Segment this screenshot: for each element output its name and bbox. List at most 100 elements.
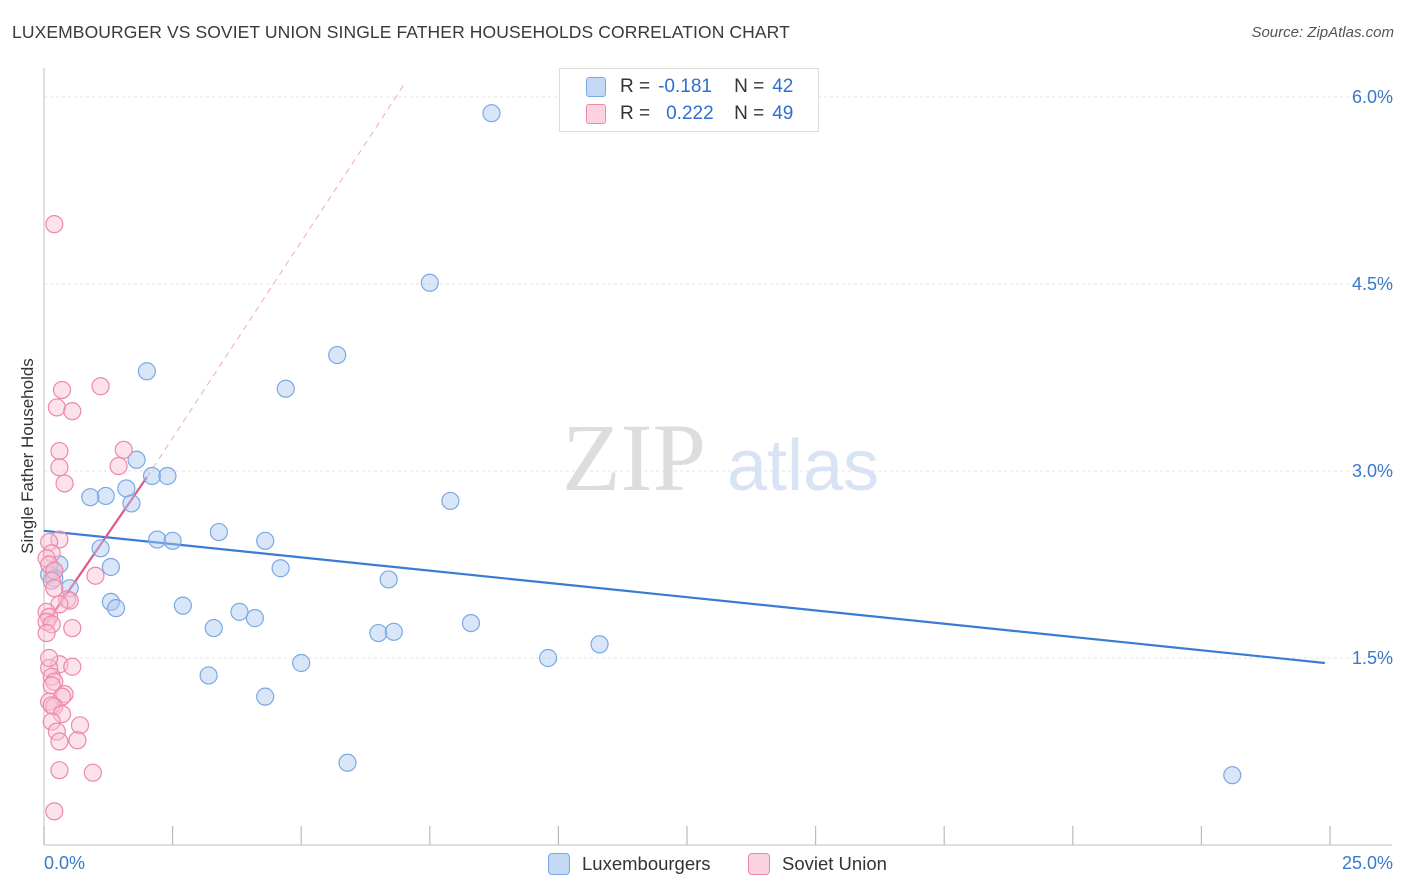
data-point-soviet-union [91, 377, 110, 396]
grid-lines [44, 96, 1392, 659]
data-point-luxembourgers [328, 345, 347, 365]
legend-r-value: -0.181 [658, 76, 712, 97]
data-point-luxembourgers [122, 494, 141, 513]
data-point-soviet-union [86, 566, 105, 585]
bottom-legend-label: Luxembourgers [582, 853, 711, 874]
bottom-legend-luxembourgers: Luxembourgers [548, 851, 711, 877]
data-point-soviet-union [42, 571, 61, 590]
legend-swatch-pink [586, 104, 606, 124]
data-point-soviet-union [109, 456, 128, 476]
data-point-luxembourgers [148, 530, 167, 549]
legend-n-label: N = [734, 103, 765, 124]
data-point-soviet-union [42, 712, 61, 731]
data-point-luxembourgers [482, 104, 501, 123]
bottom-legend-soviet-union: Soviet Union [748, 851, 887, 877]
legend-n-value: 42 [772, 76, 794, 97]
data-point-luxembourgers [81, 488, 100, 507]
bottom-legend-swatch-blue [548, 853, 570, 875]
x-tick-label: 25.0% [1342, 853, 1393, 873]
y-tick-label: 1.5% [1352, 648, 1393, 668]
data-point-soviet-union [52, 704, 72, 724]
legend-n-label: N = [734, 76, 765, 97]
data-point-soviet-union [83, 763, 102, 782]
data-point-luxembourgers [127, 450, 146, 469]
correlation-legend: R = -0.181 N = 42 R = 0.222 N = 49 [559, 68, 819, 132]
watermark-zip: ZIP [562, 404, 706, 511]
legend-r-value: 0.222 [666, 103, 714, 124]
legend-row-soviet-union: R = 0.222 N = 49 [586, 101, 793, 127]
y-tick-label: 3.0% [1352, 461, 1393, 481]
data-point-luxembourgers [142, 466, 162, 486]
data-point-luxembourgers [276, 379, 295, 398]
data-point-luxembourgers [199, 666, 218, 685]
trend-line-luxembourgers [43, 529, 1325, 665]
data-point-soviet-union [60, 591, 79, 610]
data-point-soviet-union [52, 380, 72, 400]
data-point-luxembourgers [369, 623, 388, 643]
axes [43, 68, 1392, 846]
data-point-luxembourgers [60, 579, 79, 598]
trend-lines [43, 84, 1325, 665]
data-point-soviet-union [45, 579, 64, 598]
data-point-soviet-union [40, 648, 59, 668]
data-point-soviet-union [68, 731, 87, 750]
tick-labels: 1.5% 3.0% 4.5% 6.0% 0.0% 25.0% [44, 87, 1393, 873]
legend-swatch-blue [586, 77, 606, 97]
data-point-luxembourgers [384, 622, 403, 641]
data-point-luxembourgers [209, 522, 228, 542]
data-point-luxembourgers [1223, 766, 1242, 785]
data-point-soviet-union [63, 657, 82, 676]
data-point-soviet-union [45, 802, 64, 821]
data-point-soviet-union [63, 618, 82, 638]
legend-r-label: R = [620, 103, 651, 124]
data-point-luxembourgers [441, 491, 460, 511]
data-point-soviet-union [47, 398, 66, 417]
data-point-soviet-union [50, 761, 69, 780]
data-point-soviet-union [55, 474, 74, 493]
data-point-luxembourgers [158, 466, 177, 486]
data-point-luxembourgers [173, 596, 192, 615]
legend-n-value: 49 [772, 103, 794, 124]
data-point-luxembourgers [101, 557, 120, 577]
trend-line-soviet-union-extension [146, 84, 405, 478]
data-point-luxembourgers [379, 570, 398, 589]
y-tick-label: 6.0% [1352, 87, 1393, 107]
bottom-legend-label: Soviet Union [782, 853, 887, 874]
data-point-luxembourgers [461, 613, 481, 633]
data-point-luxembourgers [245, 609, 265, 628]
data-point-luxembourgers [292, 653, 311, 673]
data-point-luxembourgers [204, 618, 223, 638]
data-point-luxembourgers [230, 602, 249, 621]
data-point-soviet-union [70, 716, 90, 735]
data-point-soviet-union [114, 440, 133, 459]
data-point-luxembourgers [256, 687, 275, 706]
data-point-luxembourgers [137, 362, 156, 381]
data-point-luxembourgers [271, 559, 290, 578]
data-point-luxembourgers [420, 273, 439, 292]
data-point-luxembourgers [45, 569, 64, 588]
chart-title: LUXEMBOURGER VS SOVIET UNION SINGLE FATH… [12, 22, 790, 42]
data-point-soviet-union [45, 215, 64, 234]
data-point-luxembourgers [106, 599, 126, 618]
x-tick-label: 0.0% [44, 853, 85, 873]
y-tick-label: 4.5% [1352, 274, 1393, 294]
legend-r-label: R = [620, 76, 651, 97]
data-point-soviet-union [37, 623, 56, 643]
data-point-luxembourgers [163, 531, 182, 550]
data-point-soviet-union [50, 732, 69, 751]
source-credit: Source: ZipAtlas.com [1251, 24, 1394, 41]
data-point-soviet-union [50, 441, 69, 461]
data-points [37, 104, 1242, 821]
data-point-luxembourgers [256, 531, 275, 550]
data-point-luxembourgers [338, 753, 357, 772]
data-point-luxembourgers [590, 635, 609, 654]
data-point-luxembourgers [96, 486, 115, 506]
legend-row-luxembourgers: R = -0.181 N = 42 [586, 74, 793, 100]
data-point-luxembourgers [91, 539, 110, 558]
bottom-legend-swatch-pink [748, 853, 770, 875]
data-point-soviet-union [55, 685, 74, 704]
data-point-soviet-union [42, 544, 61, 563]
data-point-soviet-union [63, 402, 82, 421]
data-point-luxembourgers [539, 648, 558, 668]
